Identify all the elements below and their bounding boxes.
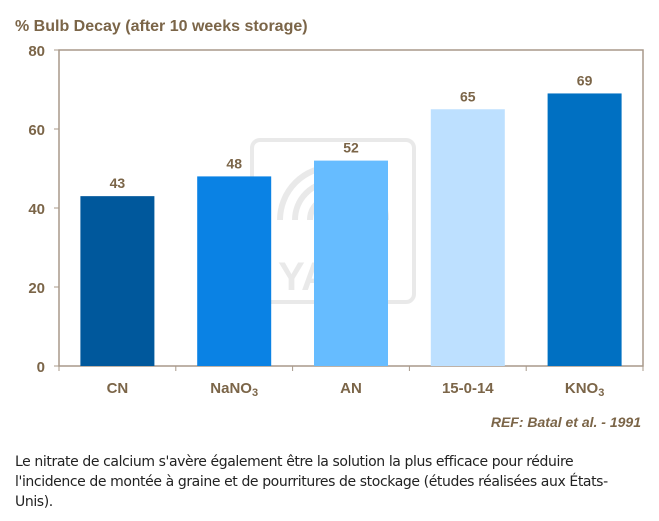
x-tick-label: CN	[107, 380, 129, 397]
data-label: 69	[577, 72, 593, 88]
data-label: 65	[460, 88, 476, 104]
caption-text: Le nitrate de calcium s'avère également …	[15, 454, 608, 510]
data-label: 48	[226, 155, 242, 171]
bar-an	[314, 160, 388, 366]
bar-cn	[80, 196, 155, 366]
x-tick-label: KNO3	[565, 380, 604, 399]
y-tick-label: 20	[28, 280, 45, 297]
bar-nano	[197, 176, 272, 366]
data-label: 52	[343, 140, 359, 156]
y-tick-label: 60	[28, 122, 45, 139]
bar-15-0-14	[430, 109, 505, 366]
reference-note: REF: Batal et al. - 1991	[491, 414, 641, 430]
y-tick-label: 40	[28, 201, 45, 218]
x-tick-label: 15-0-14	[442, 380, 494, 397]
bar-kno	[547, 93, 622, 366]
y-tick-label: 0	[37, 359, 45, 376]
chart-title: % Bulb Decay (after 10 weeks storage)	[15, 18, 308, 35]
x-tick-label: NaNO3	[210, 380, 258, 399]
x-tick-label: AN	[340, 380, 362, 397]
data-label: 43	[110, 175, 126, 191]
y-tick-label: 80	[28, 43, 45, 60]
